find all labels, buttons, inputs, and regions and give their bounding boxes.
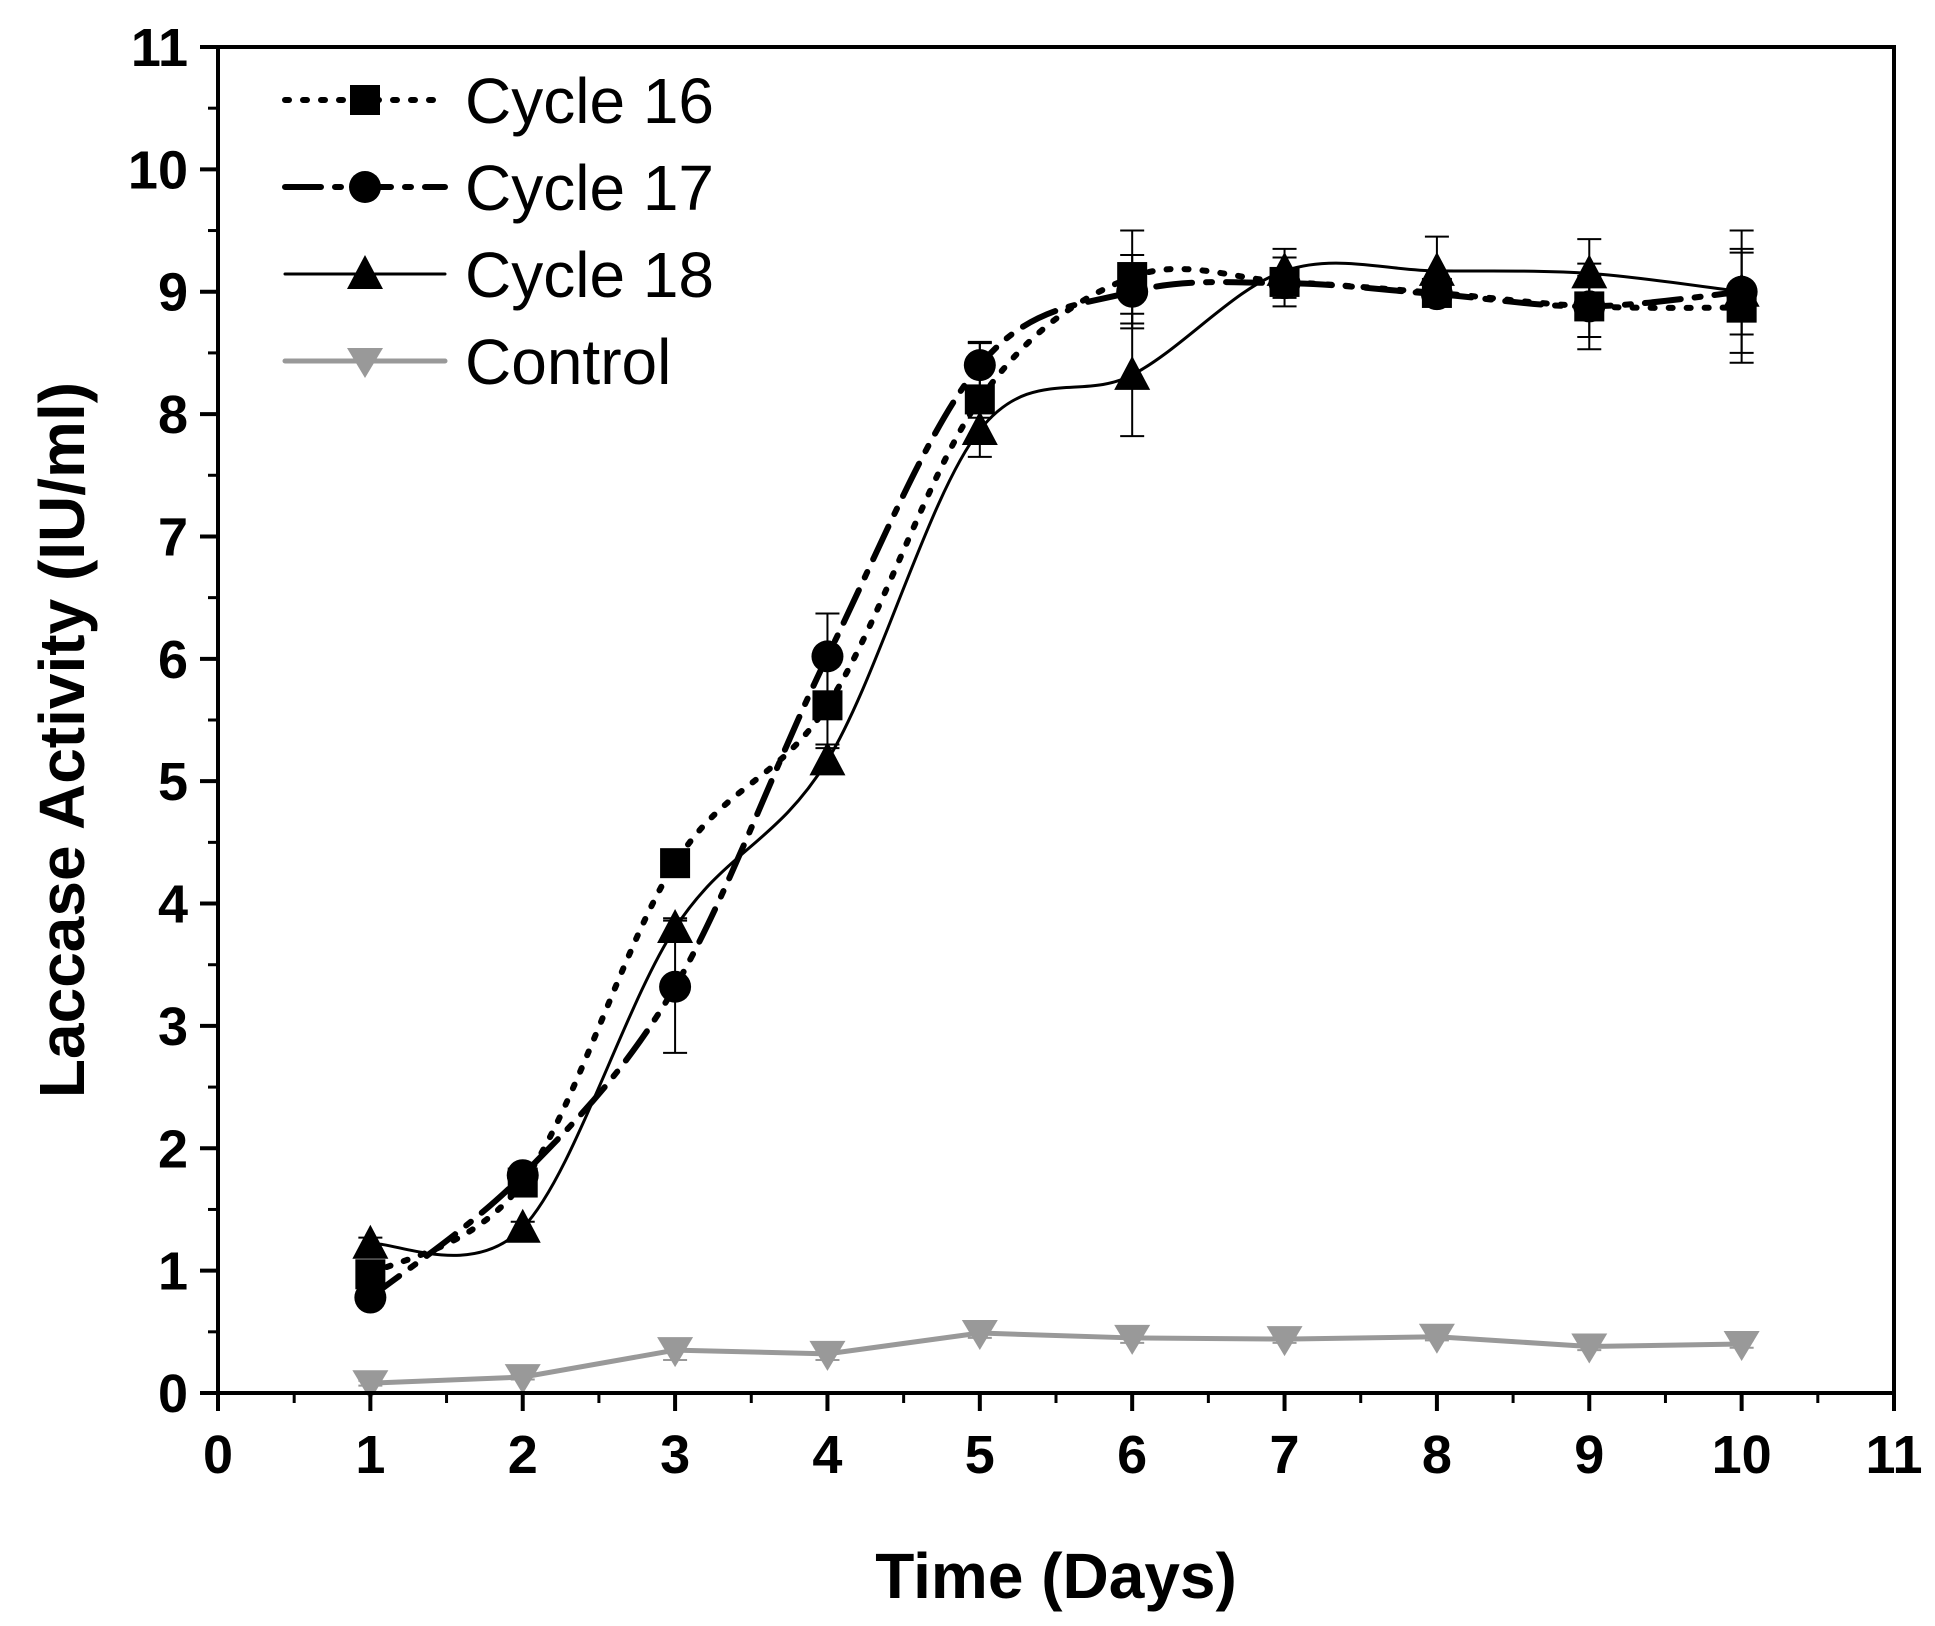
x-tick-label: 5 <box>965 1425 995 1485</box>
y-axis-title: Laccase Activity (IU/ml) <box>26 382 98 1098</box>
data-point-cycle-16 <box>660 848 691 879</box>
y-tick-label: 1 <box>158 1242 188 1302</box>
x-tick-label: 0 <box>203 1425 233 1485</box>
y-tick-label: 0 <box>158 1364 188 1424</box>
data-point-cycle-18 <box>352 1224 389 1259</box>
y-tick-label: 8 <box>158 385 188 445</box>
data-point-control <box>1571 1333 1608 1364</box>
data-point-cycle-18 <box>1114 355 1151 390</box>
data-point-control <box>1266 1326 1303 1357</box>
x-tick-label: 8 <box>1422 1425 1452 1485</box>
x-tick-label: 4 <box>812 1425 842 1485</box>
series-line-cycle-17 <box>367 279 1745 1301</box>
legend-item-cycle-17: Cycle 17 <box>282 152 714 224</box>
y-tick-label: 10 <box>128 140 188 200</box>
markers-layer <box>352 251 1760 1401</box>
legend: Cycle 16 Cycle 17 Cycle 18 Control <box>282 65 714 398</box>
legend-item-cycle-18: Cycle 18 <box>283 239 714 311</box>
data-point-cycle-18 <box>1266 251 1303 286</box>
y-tick-label: 11 <box>131 18 188 78</box>
data-point-cycle-17 <box>1573 290 1606 323</box>
data-point-cycle-17 <box>659 970 692 1003</box>
y-tick-label: 4 <box>158 875 188 935</box>
x-tick-label: 6 <box>1117 1425 1147 1485</box>
x-tick-label: 7 <box>1270 1425 1300 1485</box>
axes-layer: 0 1 2 3 4 5 6 7 8 9 10 11 0 1 2 3 4 5 6 7 8 9 10 11 <box>128 18 1923 1485</box>
data-point-control <box>1114 1324 1151 1355</box>
data-point-control <box>1723 1331 1760 1362</box>
y-tick-label: 2 <box>158 1119 188 1179</box>
x-tick-label: 3 <box>660 1425 690 1485</box>
data-point-cycle-18 <box>1418 251 1455 286</box>
data-point-cycle-17 <box>1116 275 1149 308</box>
data-point-cycle-16 <box>812 690 843 721</box>
data-point-cycle-17 <box>811 640 844 673</box>
y-tick-label: 5 <box>158 752 188 812</box>
x-tick-label: 2 <box>508 1425 538 1485</box>
data-point-control <box>1418 1323 1455 1354</box>
legend-marker-cycle-17 <box>349 171 381 203</box>
legend-marker-control <box>347 348 383 378</box>
data-point-control <box>504 1364 541 1395</box>
series-lines-layer <box>367 261 1745 1386</box>
data-point-cycle-17 <box>963 349 996 382</box>
data-point-cycle-18 <box>961 410 998 445</box>
x-tick-label: 11 <box>1865 1425 1922 1485</box>
legend-label-cycle-18: Cycle 18 <box>465 239 714 311</box>
data-point-cycle-17 <box>354 1281 387 1314</box>
x-axis-title: Time (Days) <box>875 1540 1237 1612</box>
data-point-cycle-17 <box>1420 278 1453 311</box>
data-point-cycle-17 <box>506 1159 539 1192</box>
data-point-cycle-16 <box>964 384 995 415</box>
legend-marker-cycle-18 <box>347 255 383 289</box>
data-point-control <box>657 1337 694 1368</box>
legend-label-control: Control <box>465 326 671 398</box>
data-point-cycle-18 <box>1723 272 1760 307</box>
data-point-cycle-18 <box>1571 254 1608 289</box>
data-point-control <box>809 1340 846 1371</box>
series-line-cycle-18 <box>368 261 1744 1257</box>
y-tick-label: 3 <box>158 997 188 1057</box>
data-point-cycle-18 <box>809 741 846 776</box>
legend-label-cycle-17: Cycle 17 <box>465 152 714 224</box>
y-tick-label: 6 <box>158 630 188 690</box>
x-tick-label: 1 <box>355 1425 385 1485</box>
data-point-cycle-18 <box>657 909 694 944</box>
data-point-control <box>352 1370 389 1401</box>
legend-item-control: Control <box>282 326 671 398</box>
legend-marker-cycle-16 <box>350 85 380 115</box>
series-line-control <box>367 1330 1745 1386</box>
data-point-control <box>961 1320 998 1351</box>
series-line-cycle-16 <box>367 265 1745 1278</box>
y-tick-label: 7 <box>158 507 188 567</box>
legend-item-cycle-16: Cycle 16 <box>282 65 714 137</box>
legend-label-cycle-16: Cycle 16 <box>465 65 714 137</box>
error-bars-layer <box>358 229 1754 1387</box>
data-point-cycle-18 <box>504 1208 541 1243</box>
y-tick-label: 9 <box>158 263 188 323</box>
x-tick-label: 10 <box>1712 1425 1772 1485</box>
x-tick-label: 9 <box>1574 1425 1604 1485</box>
